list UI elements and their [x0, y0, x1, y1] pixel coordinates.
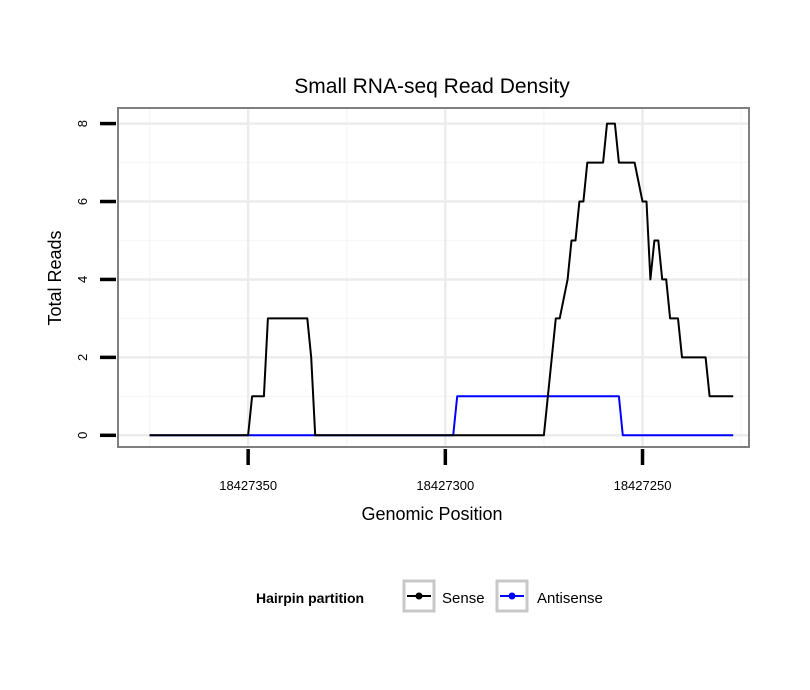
- legend-dot-sense: [415, 592, 423, 600]
- y-tick-label: 2: [75, 354, 90, 361]
- legend-label-sense: Sense: [442, 590, 485, 607]
- series-lines: [149, 122, 734, 437]
- x-tick-label: 18427350: [219, 478, 277, 493]
- legend: Hairpin partition Sense Antisense: [256, 579, 603, 613]
- y-tick-label: 4: [75, 276, 90, 283]
- legend-dot-antisense: [508, 592, 516, 600]
- y-axis: 0 2 4 6 8: [75, 120, 116, 439]
- x-axis: 18427350 18427300 18427250: [219, 449, 671, 493]
- y-tick-label: 0: [75, 432, 90, 439]
- x-tick-label: 18427300: [416, 478, 474, 493]
- plot-panel: [118, 108, 749, 447]
- y-tick-label: 6: [75, 198, 90, 205]
- y-axis-label: Total Reads: [45, 230, 65, 325]
- x-tick-label: 18427250: [614, 478, 672, 493]
- legend-title: Hairpin partition: [256, 590, 364, 606]
- legend-label-antisense: Antisense: [537, 590, 603, 607]
- x-axis-label: Genomic Position: [361, 504, 502, 524]
- y-tick-label: 8: [75, 120, 90, 127]
- chart-title: Small RNA-seq Read Density: [294, 75, 570, 98]
- plot-border: [117, 107, 750, 448]
- series-line-sense: [149, 122, 734, 437]
